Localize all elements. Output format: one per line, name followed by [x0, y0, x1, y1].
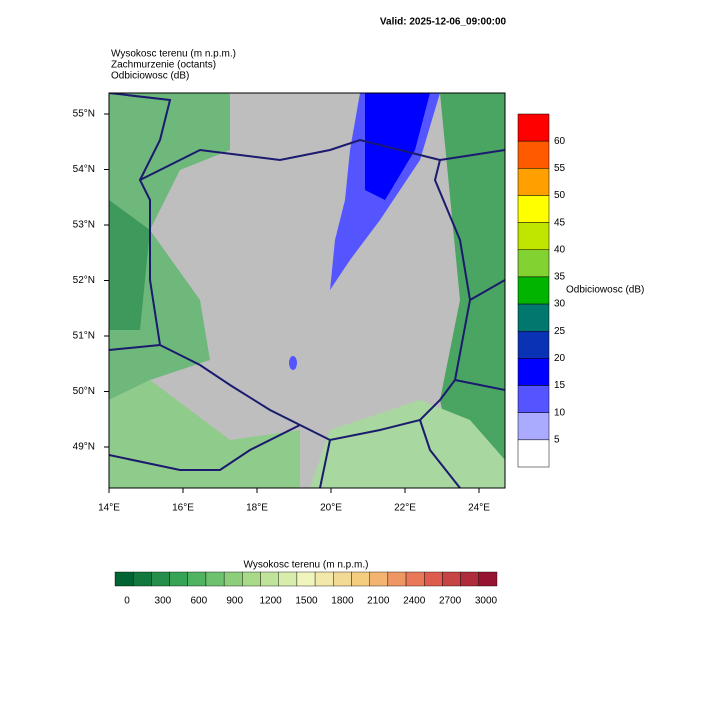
color-box	[114, 571, 134, 587]
color-box	[205, 571, 225, 587]
color-box	[517, 412, 550, 441]
elevation-colorbar: 0 300 600 900 1200 1500 1800 2100 2400 2700 3000	[114, 571, 498, 607]
reflectivity-colorbar: 60 55 50 45 40 35 30 25 20 15 10 5	[517, 113, 566, 468]
color-box	[260, 571, 279, 587]
reflectivity-cell	[289, 356, 297, 370]
color-box	[460, 571, 480, 587]
reflectivity-title: Odbiciowosc (dB)	[566, 285, 644, 296]
colorbar-label: 2100	[367, 596, 390, 607]
lon-label: 24°E	[468, 503, 490, 514]
color-box	[369, 571, 389, 587]
colorbar-label: 2700	[439, 596, 462, 607]
color-box	[242, 571, 261, 587]
color-box	[223, 571, 243, 587]
colorbar-label: 40	[554, 244, 566, 255]
color-box	[517, 276, 550, 305]
color-box	[517, 222, 550, 251]
color-box	[169, 571, 188, 587]
valid-time: Valid: 2025-12-06_09:00:00	[380, 17, 507, 28]
color-box	[517, 195, 550, 223]
lat-label: 52°N	[73, 275, 95, 286]
color-box	[517, 140, 550, 169]
colorbar-label: 45	[554, 217, 566, 228]
color-box	[517, 385, 550, 413]
color-box	[351, 571, 370, 587]
lat-label: 49°N	[73, 442, 95, 453]
colorbar-label: 1800	[331, 596, 354, 607]
lat-label: 53°N	[73, 220, 95, 231]
terrain-carpathians	[310, 400, 505, 488]
color-box	[151, 571, 170, 587]
color-box	[517, 303, 550, 332]
colorbar-label: 10	[554, 407, 566, 418]
color-box	[314, 571, 334, 587]
color-box	[517, 358, 550, 386]
elevation-title: Wysokosc terenu (m n.p.m.)	[244, 560, 369, 571]
colorbar-label: 1200	[259, 596, 282, 607]
header-lines: Wysokosc terenu (m n.p.m.)Zachmurzenie (…	[111, 49, 236, 82]
lat-label: 55°N	[73, 109, 95, 120]
reflectivity-core	[365, 93, 430, 200]
colorbar-label: 600	[190, 596, 207, 607]
colorbar-label: 15	[554, 380, 566, 391]
colorbar-label: 35	[554, 272, 566, 283]
header-line: Zachmurzenie (octants)	[111, 60, 216, 71]
colorbar-label: 60	[554, 136, 566, 147]
colorbar-label: 300	[155, 596, 172, 607]
terrain-east	[440, 93, 505, 488]
color-box	[187, 571, 207, 587]
lon-label: 18°E	[246, 503, 268, 514]
color-box	[333, 571, 352, 587]
colorbar-label: 1500	[295, 596, 318, 607]
terrain-lowland	[109, 200, 150, 330]
header-line: Wysokosc terenu (m n.p.m.)	[111, 49, 236, 60]
lon-label: 22°E	[394, 503, 416, 514]
map-axes: 55°N 54°N 53°N 52°N 51°N 50°N 49°N 14°E 16°E 18°E…	[73, 109, 491, 514]
color-box	[442, 571, 461, 587]
header-line: Odbiciowosc (dB)	[111, 71, 189, 82]
map-area	[109, 93, 505, 488]
color-box	[132, 571, 152, 587]
colorbar-label: 55	[554, 163, 566, 174]
colorbar-label: 3000	[475, 596, 498, 607]
color-box	[296, 571, 316, 587]
color-box	[387, 571, 407, 587]
colorbar-label: 30	[554, 299, 566, 310]
color-box	[478, 571, 498, 587]
color-box	[517, 168, 550, 196]
color-box	[405, 571, 425, 587]
colorbar-label: 50	[554, 190, 566, 201]
color-box	[278, 571, 298, 587]
lon-label: 14°E	[98, 503, 120, 514]
colorbar-label: 25	[554, 326, 566, 337]
colorbar-label: 900	[226, 596, 243, 607]
lon-label: 20°E	[320, 503, 342, 514]
color-box	[517, 439, 550, 468]
color-box	[424, 571, 443, 587]
colorbar-label: 5	[554, 434, 560, 445]
colorbar-label: 20	[554, 353, 566, 364]
colorbar-label: 0	[124, 596, 130, 607]
lat-label: 51°N	[73, 331, 95, 342]
color-box	[517, 249, 550, 278]
map-frame	[108, 92, 506, 489]
borders	[109, 93, 505, 488]
colorbar-label: 2400	[403, 596, 426, 607]
lon-label: 16°E	[172, 503, 194, 514]
lat-label: 54°N	[73, 164, 95, 175]
color-box	[517, 113, 550, 142]
color-box	[517, 330, 550, 359]
terrain-south	[109, 380, 300, 488]
lat-label: 50°N	[73, 386, 95, 397]
